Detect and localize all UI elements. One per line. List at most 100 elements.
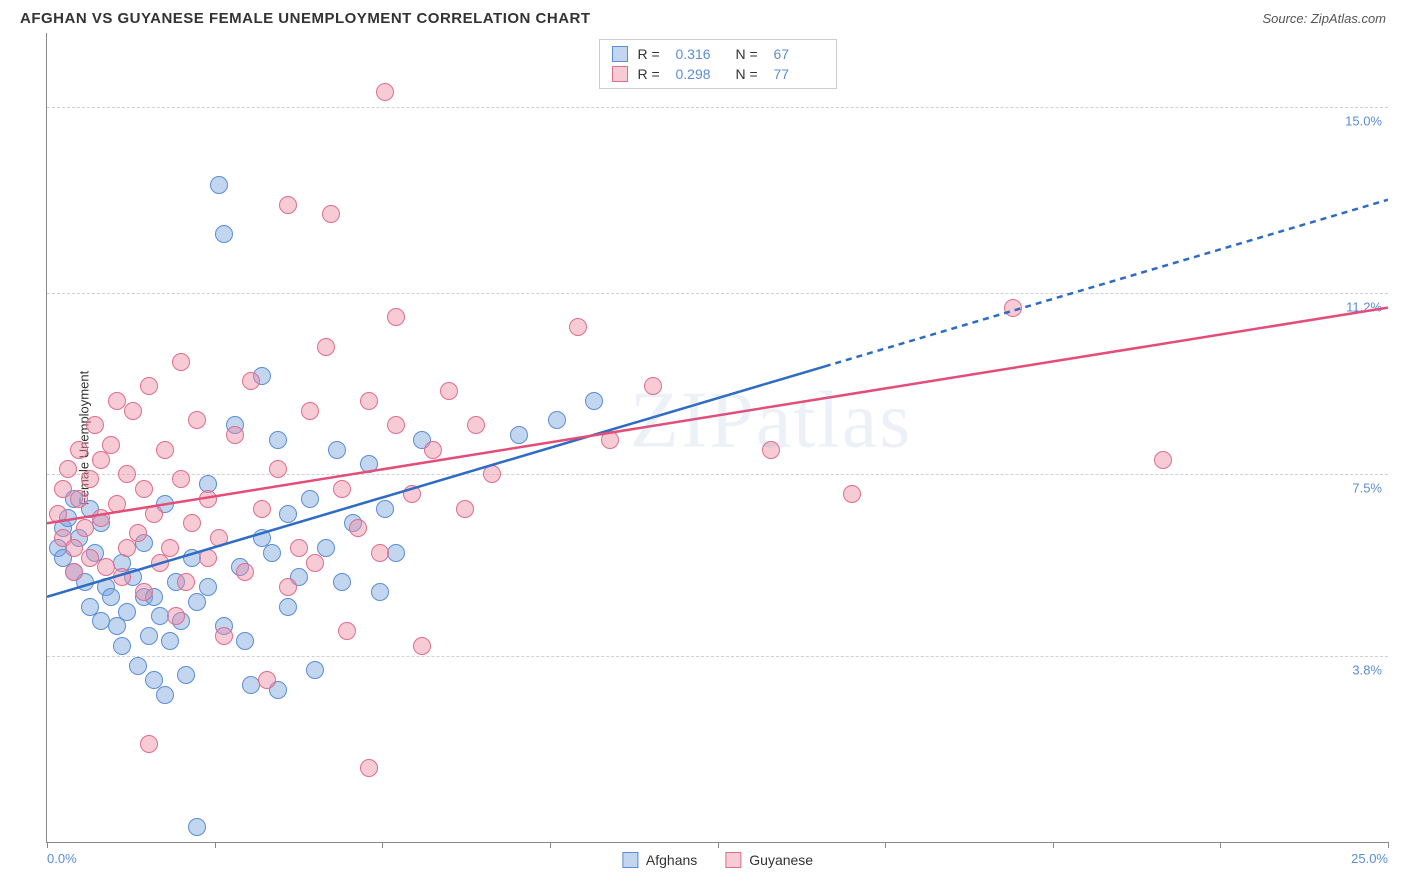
scatter-point xyxy=(124,402,142,420)
scatter-point xyxy=(338,622,356,640)
x-tick xyxy=(215,842,216,848)
x-tick xyxy=(550,842,551,848)
x-tick xyxy=(1388,842,1389,848)
scatter-point xyxy=(113,637,131,655)
scatter-point xyxy=(70,490,88,508)
x-tick xyxy=(47,842,48,848)
legend-n-label: N = xyxy=(736,46,764,62)
scatter-point xyxy=(360,759,378,777)
scatter-point xyxy=(81,470,99,488)
scatter-point xyxy=(253,500,271,518)
series-legend: Afghans Guyanese xyxy=(622,852,813,868)
scatter-point xyxy=(215,225,233,243)
scatter-point xyxy=(510,426,528,444)
scatter-point xyxy=(49,505,67,523)
scatter-point xyxy=(333,480,351,498)
legend-item: Afghans xyxy=(622,852,697,868)
scatter-point xyxy=(301,490,319,508)
scatter-point xyxy=(92,509,110,527)
scatter-point xyxy=(403,485,421,503)
scatter-point xyxy=(135,480,153,498)
scatter-point xyxy=(118,539,136,557)
x-tick xyxy=(1053,842,1054,848)
legend-swatch xyxy=(622,852,638,868)
scatter-point xyxy=(215,627,233,645)
scatter-point xyxy=(376,500,394,518)
scatter-point xyxy=(86,416,104,434)
scatter-point xyxy=(328,441,346,459)
scatter-point xyxy=(424,441,442,459)
scatter-point xyxy=(467,416,485,434)
legend-r-value: 0.316 xyxy=(676,46,726,62)
scatter-point xyxy=(70,441,88,459)
scatter-point xyxy=(177,573,195,591)
legend-series-label: Guyanese xyxy=(749,852,813,868)
scatter-point xyxy=(59,460,77,478)
x-tick xyxy=(718,842,719,848)
trend-lines-svg xyxy=(47,33,1388,842)
scatter-point xyxy=(360,392,378,410)
scatter-point xyxy=(188,818,206,836)
scatter-point xyxy=(644,377,662,395)
scatter-point xyxy=(242,372,260,390)
y-tick-label: 15.0% xyxy=(1345,113,1382,128)
legend-n-value: 67 xyxy=(774,46,824,62)
scatter-point xyxy=(161,632,179,650)
scatter-point xyxy=(199,490,217,508)
chart-area: Female Unemployment ZIPatlas R =0.316N =… xyxy=(46,33,1388,843)
scatter-point xyxy=(387,308,405,326)
scatter-point xyxy=(360,455,378,473)
scatter-point xyxy=(371,544,389,562)
legend-swatch xyxy=(612,46,628,62)
scatter-point xyxy=(161,539,179,557)
scatter-point xyxy=(279,578,297,596)
scatter-point xyxy=(210,176,228,194)
scatter-point xyxy=(102,588,120,606)
scatter-point xyxy=(236,632,254,650)
scatter-point xyxy=(226,426,244,444)
gridline xyxy=(47,474,1388,475)
scatter-point xyxy=(387,416,405,434)
x-tick xyxy=(885,842,886,848)
scatter-point xyxy=(135,583,153,601)
scatter-point xyxy=(290,539,308,557)
scatter-point xyxy=(306,554,324,572)
scatter-point xyxy=(183,514,201,532)
gridline xyxy=(47,107,1388,108)
scatter-point xyxy=(843,485,861,503)
scatter-point xyxy=(81,549,99,567)
scatter-point xyxy=(76,519,94,537)
legend-n-value: 77 xyxy=(774,66,824,82)
scatter-point xyxy=(333,573,351,591)
scatter-point xyxy=(65,539,83,557)
scatter-point xyxy=(172,470,190,488)
scatter-point xyxy=(322,205,340,223)
scatter-point xyxy=(92,451,110,469)
scatter-point xyxy=(258,671,276,689)
scatter-point xyxy=(1004,299,1022,317)
scatter-point xyxy=(151,554,169,572)
legend-r-label: R = xyxy=(638,46,666,62)
gridline xyxy=(47,293,1388,294)
scatter-point xyxy=(440,382,458,400)
scatter-point xyxy=(129,524,147,542)
scatter-point xyxy=(167,607,185,625)
scatter-point xyxy=(108,495,126,513)
correlation-legend: R =0.316N =67R =0.298N =77 xyxy=(599,39,837,89)
scatter-point xyxy=(140,627,158,645)
source-label: Source: ZipAtlas.com xyxy=(1262,11,1386,26)
scatter-point xyxy=(317,338,335,356)
scatter-point xyxy=(371,583,389,601)
scatter-point xyxy=(65,563,83,581)
legend-row: R = 0.316 N = 67 xyxy=(612,44,824,64)
scatter-point xyxy=(199,578,217,596)
scatter-point xyxy=(108,617,126,635)
legend-n-label: N = xyxy=(736,66,764,82)
legend-row: R =0.298N =77 xyxy=(612,64,824,84)
scatter-point xyxy=(140,377,158,395)
scatter-point xyxy=(269,431,287,449)
gridline xyxy=(47,656,1388,657)
scatter-point xyxy=(113,568,131,586)
scatter-point xyxy=(279,196,297,214)
legend-swatch xyxy=(725,852,741,868)
